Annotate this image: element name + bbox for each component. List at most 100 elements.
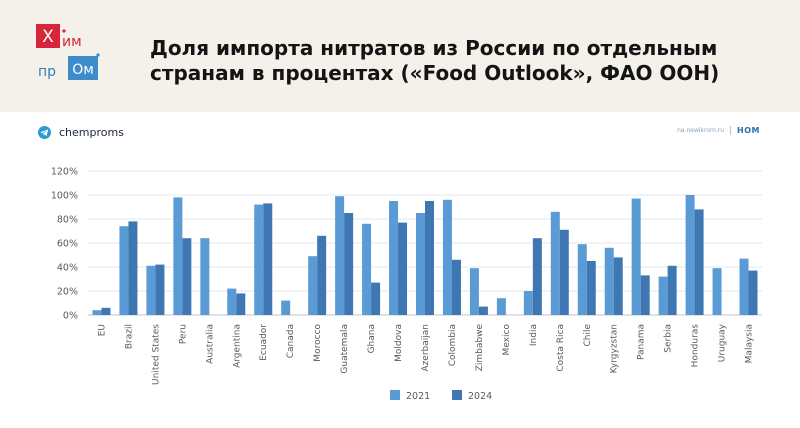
x-tick-label: Mexico — [502, 324, 512, 356]
bar-2024-serbia — [667, 265, 677, 315]
x-tick-label: Zimbabwe — [475, 324, 485, 372]
bar-2024-honduras — [694, 209, 704, 315]
logo-letter-kh: Х — [42, 27, 54, 47]
y-tick-label: 20% — [57, 287, 78, 298]
brand: chemproms — [38, 124, 124, 140]
x-tick-label: United States — [151, 324, 161, 385]
source-mark: НОМ — [737, 126, 760, 135]
bar-chart: 0% 20% 40% 60% 80% 100% 120% EU Brazil United Sta… — [51, 167, 762, 402]
bar-2021-ecuador — [254, 204, 264, 315]
legend-label-2021: 2021 — [406, 391, 430, 402]
logo-letters-im: им — [62, 34, 82, 50]
x-tick-label: Canada — [286, 324, 296, 358]
bar-2021-kyrgyzstan — [604, 247, 614, 315]
x-tick-label: Brazil — [124, 324, 134, 349]
bar-2024-peru — [182, 238, 192, 315]
y-tick-label: 120% — [51, 167, 78, 178]
bar-2021-guatemala — [335, 196, 345, 315]
bar-2021-chile — [577, 244, 587, 315]
logo-red-square — [36, 24, 60, 48]
bar-2024-malaysia — [748, 270, 758, 315]
x-tick-label: Argentina — [232, 324, 242, 368]
bar-2024-eu — [101, 307, 111, 315]
bar-2024-united-states — [155, 264, 165, 315]
bar-2024-zimbabwe — [478, 306, 488, 315]
bar-2021-australia — [200, 238, 210, 315]
bar-2021-canada — [281, 300, 291, 315]
bar-2024-brazil — [128, 221, 138, 315]
legend-label-2024: 2024 — [468, 391, 492, 402]
header: Х им пр Ом Доля импорта нитратов из Росс… — [0, 0, 800, 112]
source-credit: na.newikrom.ru НОМ — [677, 126, 760, 135]
brand-name: chemproms — [59, 125, 124, 139]
x-tick-label: Honduras — [691, 324, 701, 368]
logo-letters-om: Ом — [72, 62, 94, 78]
y-tick-label: 60% — [57, 239, 78, 250]
bar-2021-costa-rica — [550, 211, 560, 315]
bar-2024-kyrgyzstan — [613, 257, 623, 315]
source-url: na.newikrom.ru — [677, 127, 725, 134]
source-divider — [730, 126, 732, 135]
telegram-icon — [38, 125, 51, 139]
bar-2021-eu — [92, 310, 102, 315]
chimprom-logo: Х им пр Ом — [36, 24, 100, 80]
x-tick-label: Uruguay — [718, 323, 728, 362]
title-line-2: странам в процентах («Food Outlook», ФАО… — [150, 61, 720, 85]
x-tick-label: Ecuador — [259, 324, 269, 361]
x-tick-label: Kyrgyzstan — [610, 324, 620, 373]
bar-2021-india — [523, 291, 533, 315]
bar-2024-guatemala — [344, 213, 354, 315]
bar-2021-uruguay — [712, 268, 722, 315]
bar-2024-morocco — [317, 235, 327, 315]
bar-2021-peru — [173, 197, 183, 315]
bar-2024-ecuador — [263, 203, 273, 315]
bar-2021-malaysia — [739, 258, 749, 315]
legend-swatch-2024 — [452, 390, 462, 400]
bar-2021-zimbabwe — [469, 268, 479, 315]
legend-swatch-2021 — [390, 390, 400, 400]
logo-dot — [62, 29, 66, 33]
bar-2024-panama — [640, 275, 650, 315]
bar-2021-mexico — [496, 298, 506, 315]
x-tick-label: Panama — [637, 324, 647, 360]
bar-2024-ghana — [371, 282, 381, 315]
x-tick-label: Malaysia — [745, 324, 755, 363]
bar-2021-panama — [631, 198, 641, 315]
bar-2024-azerbaijan — [425, 201, 434, 315]
bar-2021-morocco — [308, 256, 318, 315]
x-tick-label: India — [529, 324, 539, 346]
bar-2024-india — [532, 238, 542, 315]
page-title: Доля импорта нитратов из России по отдел… — [150, 36, 770, 86]
logo-blue-square — [68, 56, 98, 80]
x-tick-label: Peru — [178, 324, 188, 344]
x-tick-label: Chile — [583, 324, 593, 347]
x-tick-label: Guatemala — [340, 324, 350, 374]
bar-2024-colombia — [451, 259, 461, 315]
bar-2021-brazil — [119, 226, 129, 315]
x-tick-label: Australia — [205, 324, 215, 364]
x-tick-label: Azerbaijan — [421, 324, 431, 372]
chart-panel: chemproms na.newikrom.ru НОМ 0% 20% 40% 60%… — [0, 112, 800, 428]
y-tick-label: 100% — [51, 191, 78, 202]
x-tick-label: Serbia — [664, 324, 674, 353]
logo-letters-pr: пр — [38, 64, 56, 80]
bar-2024-moldova — [398, 222, 408, 315]
bar-2021-united-states — [146, 265, 156, 315]
x-tick-label: Morocco — [313, 324, 323, 362]
bar-2024-costa-rica — [559, 229, 569, 315]
x-tick-label: Costa Rica — [556, 324, 566, 372]
bar-2021-argentina — [227, 288, 237, 315]
bar-2021-colombia — [442, 199, 452, 315]
bar-2021-serbia — [658, 276, 668, 315]
bar-2024-argentina — [236, 293, 246, 315]
x-tick-label: Moldova — [394, 324, 404, 362]
x-tick-label: Ghana — [367, 324, 377, 353]
y-tick-label: 80% — [57, 215, 78, 226]
bar-2021-ghana — [362, 223, 372, 315]
y-tick-label: 40% — [57, 263, 78, 274]
bar-2024-chile — [586, 261, 596, 315]
x-tick-label: Colombia — [448, 324, 458, 366]
bar-2021-honduras — [685, 195, 695, 315]
bar-2021-azerbaijan — [416, 213, 425, 315]
x-tick-label: EU — [97, 324, 107, 336]
